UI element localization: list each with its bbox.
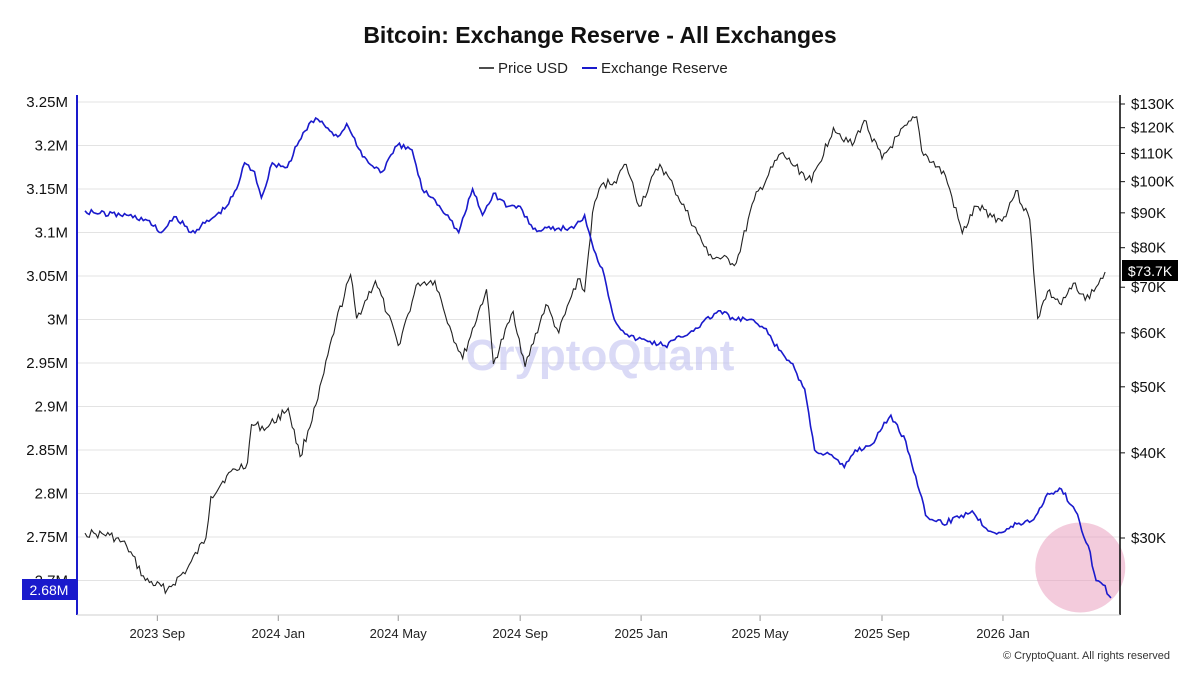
x-tick-label: 2025 Jan (614, 626, 668, 641)
legend-price-label: Price USD (498, 60, 568, 77)
x-tick-label: 2024 Sep (492, 626, 548, 641)
chart-title: Bitcoin: Exchange Reserve - All Exchange… (363, 22, 836, 48)
left-tick-label: 3.2M (35, 138, 68, 155)
left-tick-label: 3.05M (26, 268, 68, 285)
x-tick-label: 2026 Jan (976, 626, 1030, 641)
left-tick-label: 2.75M (26, 529, 68, 546)
reserve-current-label: 2.68M (30, 582, 69, 598)
right-tick-label: $50K (1131, 379, 1166, 396)
left-tick-label: 2.85M (26, 442, 68, 459)
right-tick-label: $70K (1131, 279, 1166, 296)
right-axis-ticks: $130K $120K $110K $100K $90K $80K $70K $60K $50K… (1120, 96, 1174, 547)
left-tick-label: 3.15M (26, 181, 68, 198)
right-tick-label: $30K (1131, 530, 1166, 547)
watermark: CryptoQuant (466, 331, 735, 380)
right-tick-label: $90K (1131, 205, 1166, 222)
x-tick-label: 2025 Sep (854, 626, 910, 641)
left-tick-label: 2.95M (26, 355, 68, 372)
x-tick-label: 2024 May (370, 626, 428, 641)
right-tick-label: $110K (1131, 145, 1173, 162)
right-tick-label: $40K (1131, 445, 1166, 462)
right-tick-label: $80K (1131, 240, 1166, 257)
x-tick-label: 2025 May (732, 626, 790, 641)
price-current-label: $73.7K (1128, 263, 1173, 279)
right-tick-label: $100K (1131, 174, 1174, 191)
left-tick-label: 2.8M (35, 486, 68, 503)
left-tick-label: 3.1M (35, 225, 68, 242)
x-tick-label: 2024 Jan (252, 626, 306, 641)
legend: Price USD Exchange Reserve (479, 60, 728, 77)
right-tick-label: $60K (1131, 325, 1166, 342)
price-current-badge: $73.7K (1122, 260, 1178, 281)
left-tick-label: 3.25M (26, 94, 68, 111)
right-tick-label: $130K (1131, 96, 1174, 113)
left-axis-ticks: 3.25M 3.2M 3.15M 3.1M 3.05M 3M 2.95M 2.9M 2.85M 2… (26, 94, 68, 590)
x-tick-label: 2023 Sep (129, 626, 185, 641)
right-tick-label: $120K (1131, 120, 1174, 137)
series-reserve-line (84, 116, 1112, 599)
highlight-circle (1035, 522, 1126, 613)
grid (77, 101, 1120, 581)
left-tick-label: 3M (47, 312, 68, 329)
legend-reserve-label: Exchange Reserve (601, 60, 728, 77)
series-price-line (84, 116, 1106, 595)
copyright-text: © CryptoQuant. All rights reserved (1003, 650, 1170, 662)
reserve-current-badge: 2.68M (22, 579, 76, 600)
left-tick-label: 2.9M (35, 399, 68, 416)
x-axis-ticks: 2023 Sep 2024 Jan 2024 May 2024 Sep 2025 Jan… (129, 615, 1030, 641)
